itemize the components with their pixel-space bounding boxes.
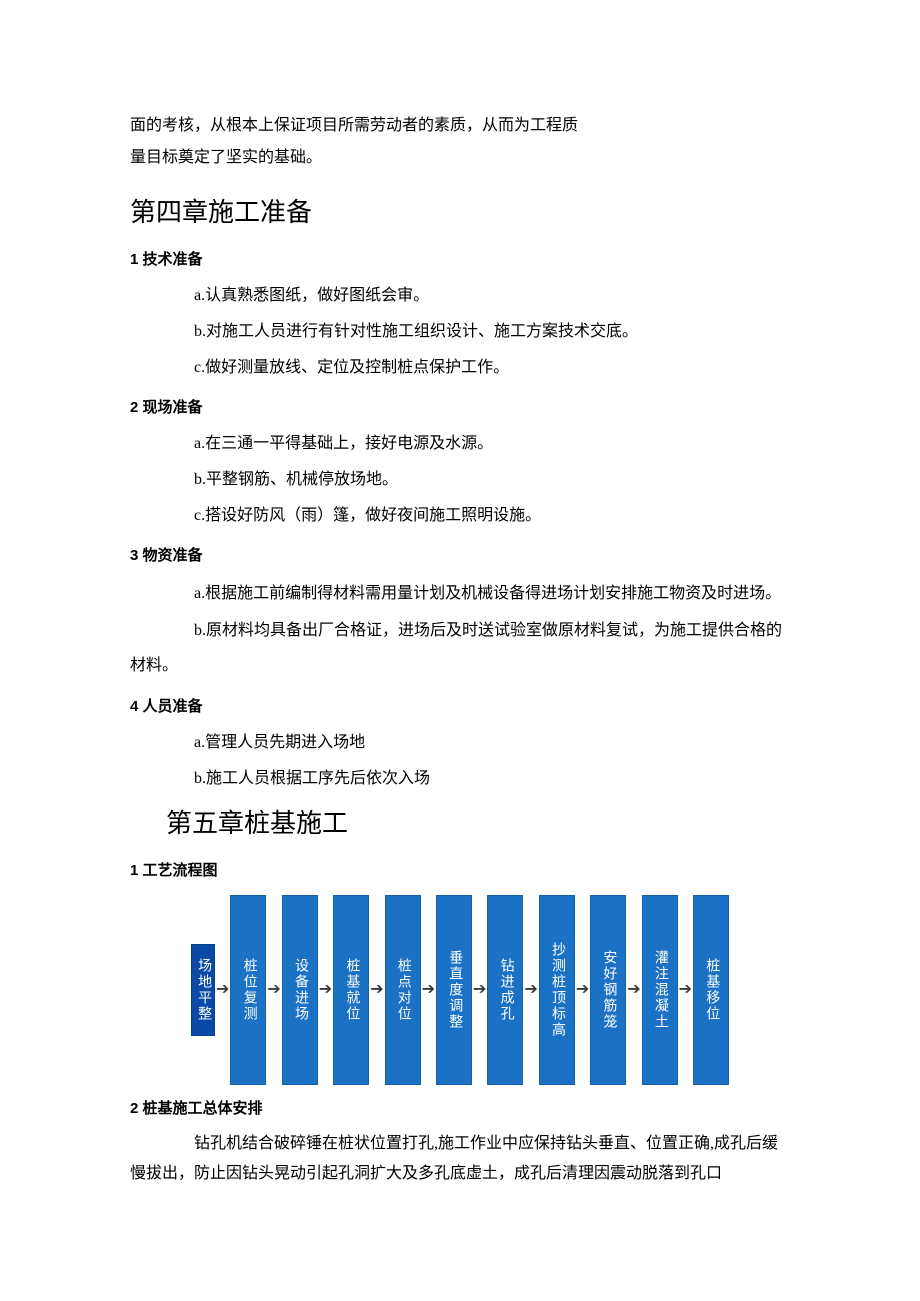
arrow-right-icon: ➔ bbox=[267, 977, 280, 1003]
intro-line-2: 量目标奠定了坚实的基础。 bbox=[130, 149, 322, 166]
flow-step-label: 钻进成孔 bbox=[494, 958, 516, 1022]
arrow-right-icon: ➔ bbox=[679, 977, 692, 1003]
list-item: b.原材料均具备出厂合格证，进场后及时送试验室做原材料复试，为施工提供合格的材料… bbox=[130, 613, 790, 683]
list-item: b.对施工人员进行有针对性施工组织设计、施工方案技术交底。 bbox=[130, 316, 790, 348]
section-heading: 2 现场准备 bbox=[130, 396, 790, 420]
flow-step: 灌注混凝土 bbox=[642, 895, 678, 1085]
arrow-right-icon: ➔ bbox=[370, 977, 383, 1003]
flow-step: 设备进场 bbox=[282, 895, 318, 1085]
flow-step-label: 桩基就位 bbox=[340, 958, 362, 1022]
flow-step: 桩点对位 bbox=[385, 895, 421, 1085]
section-heading: 1 技术准备 bbox=[130, 248, 790, 272]
arrow-right-icon: ➔ bbox=[473, 977, 486, 1003]
body-paragraph: 钻孔机结合破碎锤在桩状位置打孔,施工作业中应保持钻头垂直、位置正确,成孔后缓慢拔… bbox=[130, 1129, 790, 1190]
flow-step: 桩基就位 bbox=[333, 895, 369, 1085]
flow-step-label: 设备进场 bbox=[289, 958, 311, 1022]
flow-step: 钻进成孔 bbox=[487, 895, 523, 1085]
list-item: a.认真熟悉图纸，做好图纸会审。 bbox=[130, 280, 790, 312]
flow-step-label: 桩基移位 bbox=[700, 958, 722, 1022]
flow-step: 抄测桩顶标高 bbox=[539, 895, 575, 1085]
page: 面的考核，从根本上保证项目所需劳动者的素质，从而为工程质 量目标奠定了坚实的基础… bbox=[0, 0, 920, 1301]
arrow-right-icon: ➔ bbox=[576, 977, 589, 1003]
chapter4-title: 第四章施工准备 bbox=[130, 192, 790, 234]
flow-step-label: 抄测桩顶标高 bbox=[546, 942, 568, 1038]
arrow-right-icon: ➔ bbox=[627, 977, 640, 1003]
flow-step-label: 桩点对位 bbox=[391, 958, 413, 1022]
list-item: a.在三通一平得基础上，接好电源及水源。 bbox=[130, 428, 790, 460]
section-heading: 3 物资准备 bbox=[130, 544, 790, 568]
flow-step-label: 桩位复测 bbox=[237, 958, 259, 1022]
list-item: a.管理人员先期进入场地 bbox=[130, 727, 790, 759]
list-item: c.做好测量放线、定位及控制桩点保护工作。 bbox=[130, 352, 790, 384]
section-heading: 2 桩基施工总体安排 bbox=[130, 1097, 790, 1121]
list-item: a.根据施工前编制得材料需用量计划及机械设备得进场计划安排施工物资及时进场。 bbox=[130, 576, 790, 611]
flow-step: 桩基移位 bbox=[693, 895, 729, 1085]
section-heading: 4 人员准备 bbox=[130, 695, 790, 719]
arrow-right-icon: ➔ bbox=[524, 977, 537, 1003]
list-item: b.施工人员根据工序先后依次入场 bbox=[130, 763, 790, 795]
list-item: b.平整钢筋、机械停放场地。 bbox=[130, 464, 790, 496]
flow-step-label: 场地平整 bbox=[192, 958, 214, 1022]
flow-step: 垂直度调整 bbox=[436, 895, 472, 1085]
flow-step: 安好钢筋笼 bbox=[590, 895, 626, 1085]
flow-step-label: 垂直度调整 bbox=[443, 950, 465, 1030]
section-heading: 1 工艺流程图 bbox=[130, 859, 790, 883]
intro-line-1: 面的考核，从根本上保证项目所需劳动者的素质，从而为工程质 bbox=[130, 117, 578, 134]
arrow-right-icon: ➔ bbox=[319, 977, 332, 1003]
list-item: c.搭设好防风（雨）篷，做好夜间施工照明设施。 bbox=[130, 500, 790, 532]
flow-step-label: 安好钢筋笼 bbox=[597, 950, 619, 1030]
intro-paragraph: 面的考核，从根本上保证项目所需劳动者的素质，从而为工程质 量目标奠定了坚实的基础… bbox=[130, 110, 790, 174]
flow-step: 桩位复测 bbox=[230, 895, 266, 1085]
process-flowchart: 场地平整➔桩位复测➔设备进场➔桩基就位➔桩点对位➔垂直度调整➔钻进成孔➔抄测桩顶… bbox=[130, 895, 790, 1085]
flow-step-label: 灌注混凝土 bbox=[648, 950, 670, 1030]
flow-step-first: 场地平整 bbox=[191, 944, 215, 1036]
arrow-right-icon: ➔ bbox=[422, 977, 435, 1003]
arrow-right-icon: ➔ bbox=[216, 977, 229, 1003]
chapter5-title: 第五章桩基施工 bbox=[166, 803, 790, 845]
